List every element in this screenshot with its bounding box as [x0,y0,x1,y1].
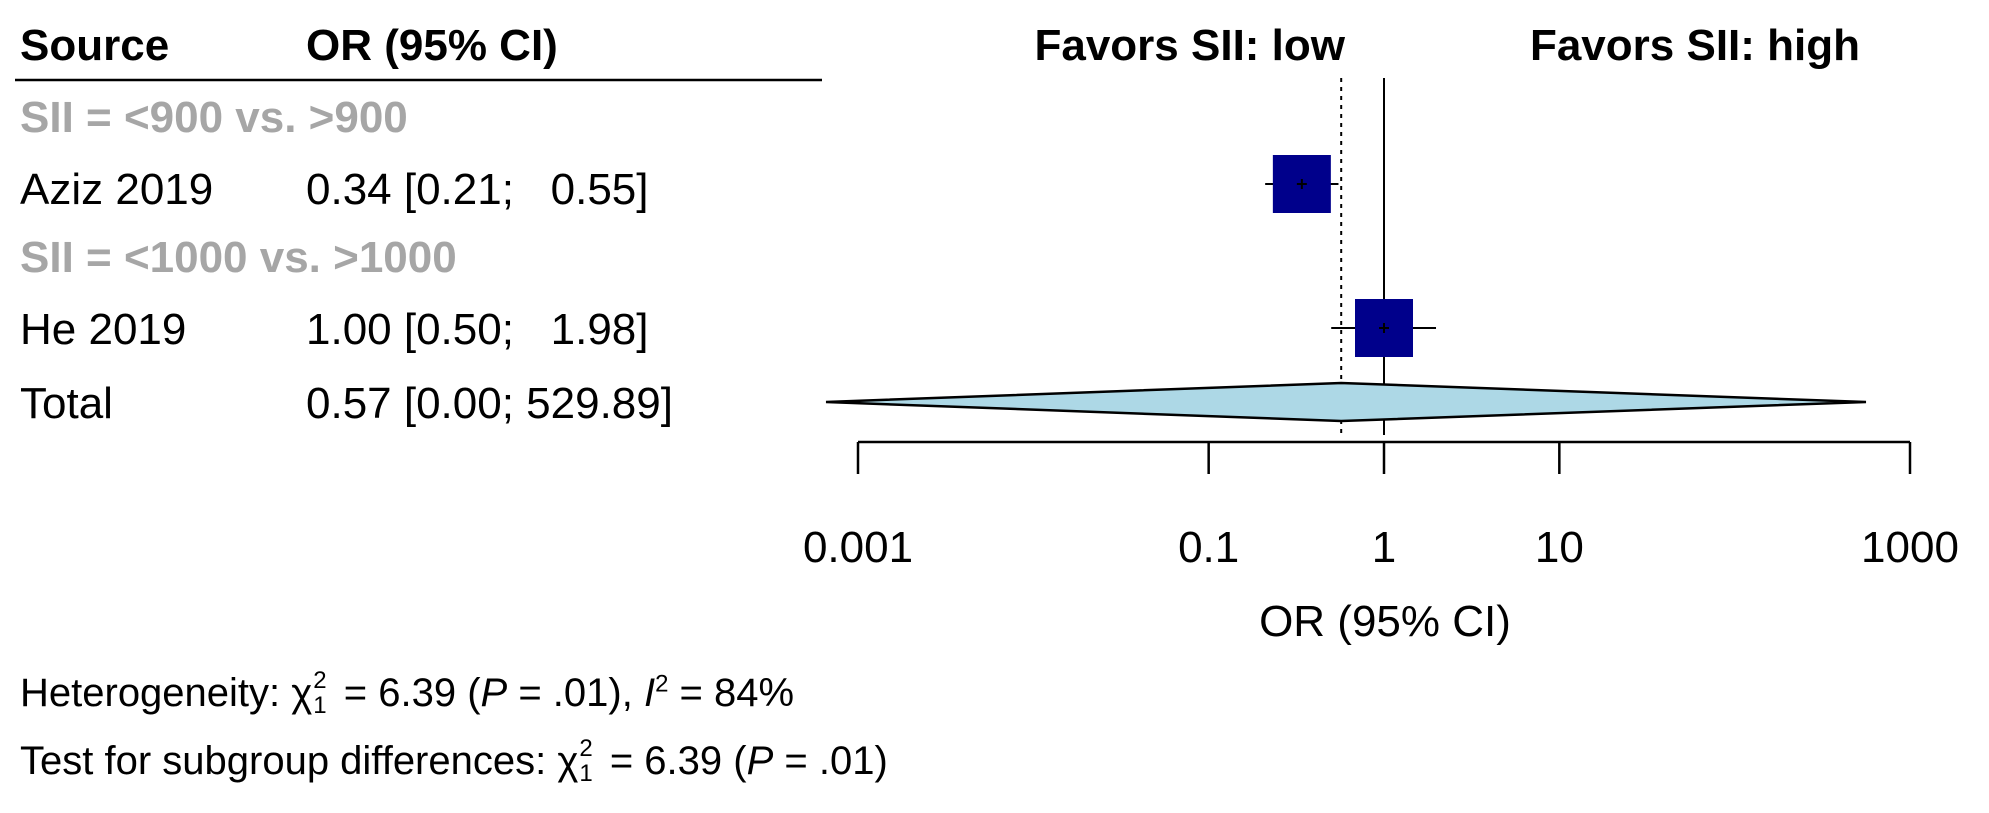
favors-high-label: Favors SII: high [1530,21,1860,70]
group-label-1: SII = <900 vs. >900 [20,93,408,142]
heterogeneity-chi-sup: 2 [313,667,327,694]
x-axis-label: OR (95% CI) [1259,597,1511,646]
subgroup-test-chi: χ [557,738,579,783]
total-label: Total [20,379,113,428]
heterogeneity-chi-sub: 1 [313,692,327,720]
study-ci-aziz: 0.34 [0.21; 0.55] [306,165,648,214]
x-tick-label-2: 1 [1372,523,1396,572]
subgroup-test-p-value: = .01) [773,738,888,783]
subgroup-test-prefix: Test for subgroup differences: [20,738,558,783]
study-ci-he: 1.00 [0.50; 1.98] [306,305,648,354]
heterogeneity-p: P [480,670,508,715]
subgroup-test-chi-sup: 2 [579,735,593,762]
source-header: Source [20,21,169,70]
or-header: OR (95% CI) [306,21,558,70]
heterogeneity-prefix: Heterogeneity: [20,670,292,715]
total-ci: 0.57 [0.00; 529.89] [306,379,673,428]
x-tick-label-3: 10 [1535,523,1584,572]
x-tick-label-0: 0.001 [803,523,913,572]
heterogeneity-chi: χ [291,670,313,715]
heterogeneity-i-sup: 2 [655,670,669,698]
x-tick-label-1: 0.1 [1178,523,1239,572]
heterogeneity-p-value: = .01), [507,670,644,715]
group-label-2: SII = <1000 vs. >1000 [20,233,457,282]
x-tick-label-4: 1000 [1861,523,1959,572]
subgroup-test-value: = 6.39 ( [598,738,747,783]
heterogeneity-i-value: = 84% [668,670,795,715]
forest-plot: Source OR (95% CI) Favors SII: low Favor… [15,21,1959,646]
heterogeneity-i: I [643,670,656,715]
total-diamond [825,381,1867,423]
subgroup-test-chi-sub: 1 [579,760,593,788]
heterogeneity-chi-value: = 6.39 ( [332,670,481,715]
favors-low-label: Favors SII: low [1034,21,1345,70]
study-label-aziz: Aziz 2019 [20,165,213,214]
study-label-he: He 2019 [20,305,186,354]
subgroup-test-p: P [746,738,774,783]
